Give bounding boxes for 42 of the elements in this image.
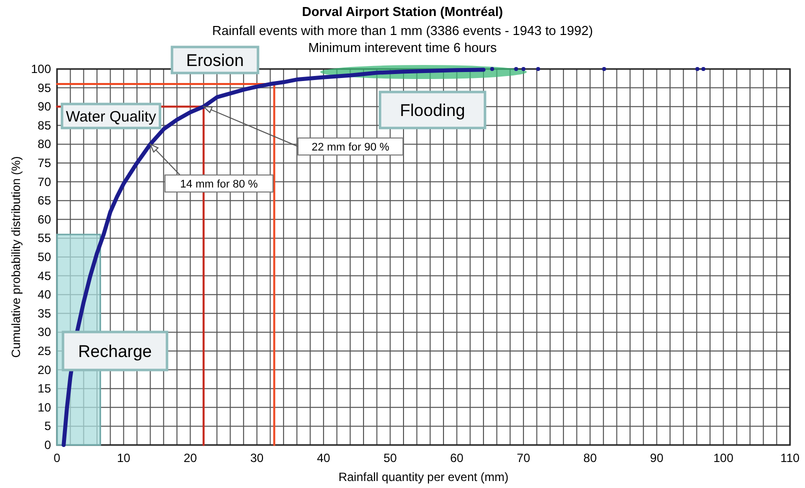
y-axis-title: Cumulative probability distribution (%) (9, 156, 23, 358)
x-tick-label: 100 (713, 451, 734, 465)
y-tick-label: 10 (38, 400, 52, 414)
y-tick-label: 50 (38, 250, 52, 264)
y-tick-label: 70 (38, 174, 52, 189)
y-tick-label: 75 (38, 156, 52, 170)
x-tick-label: 50 (384, 451, 398, 465)
annotation: Recharge (78, 342, 152, 362)
x-tick-label: 20 (184, 451, 198, 465)
y-tick-label: 85 (38, 118, 52, 132)
y-tick-label: 100 (30, 62, 52, 76)
y-tick-label: 40 (38, 288, 52, 302)
y-tick-label: 15 (38, 382, 52, 396)
x-tick-label: 10 (116, 451, 131, 465)
x-tick-label: 70 (516, 451, 530, 465)
y-tick-label: 65 (38, 194, 52, 208)
y-tick-label: 5 (44, 419, 52, 434)
y-tick-label: 60 (38, 212, 52, 226)
y-tick-label: 0 (44, 438, 52, 452)
y-tick-label: 30 (38, 325, 52, 340)
chart-title: Dorval Airport Station (Montréal) (302, 4, 504, 19)
y-tick-label: 90 (38, 100, 52, 114)
y-tick-label: 20 (38, 362, 52, 377)
x-tick-label: 40 (316, 451, 331, 465)
annotation: 22 mm for 90 % (312, 141, 390, 154)
y-tick-label: 55 (38, 231, 52, 246)
x-tick-label: 110 (780, 451, 800, 465)
x-tick-label: 30 (250, 451, 264, 465)
x-axis-title: Rainfall quantity per event (mm) (338, 470, 509, 484)
y-tick-label: 35 (38, 306, 52, 320)
x-tick-label: 0 (54, 451, 61, 465)
x-tick-label: 80 (583, 451, 598, 465)
y-tick-label: 80 (38, 137, 52, 152)
x-tick-label: 90 (650, 451, 664, 465)
annotation: 14 mm for 80 % (180, 178, 258, 190)
y-tick-label: 25 (38, 344, 52, 358)
y-tick-label: 95 (38, 80, 52, 95)
annotation: Flooding (400, 101, 466, 120)
annotation: Water Quality (66, 108, 157, 126)
line-series (62, 68, 486, 447)
x-tick-label: 60 (450, 451, 464, 465)
y-tick-label: 45 (38, 268, 52, 283)
